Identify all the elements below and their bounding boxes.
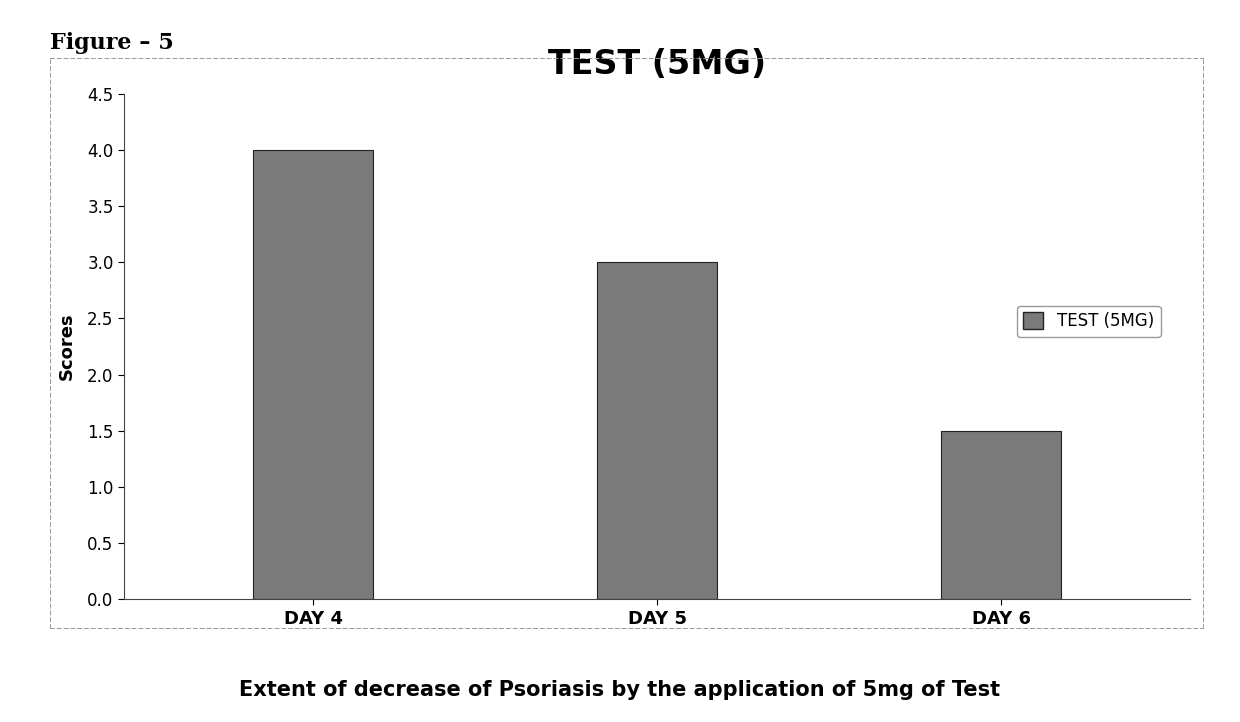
Title: TEST (5MG): TEST (5MG) xyxy=(548,48,766,82)
Legend: TEST (5MG): TEST (5MG) xyxy=(1017,305,1161,337)
Bar xyxy=(596,262,718,599)
Bar xyxy=(253,150,373,599)
Text: Extent of decrease of Psoriasis by the application of 5mg of Test: Extent of decrease of Psoriasis by the a… xyxy=(239,680,1001,700)
Y-axis label: Scores: Scores xyxy=(58,313,76,380)
Bar xyxy=(941,431,1061,599)
Text: Figure – 5: Figure – 5 xyxy=(50,32,174,54)
